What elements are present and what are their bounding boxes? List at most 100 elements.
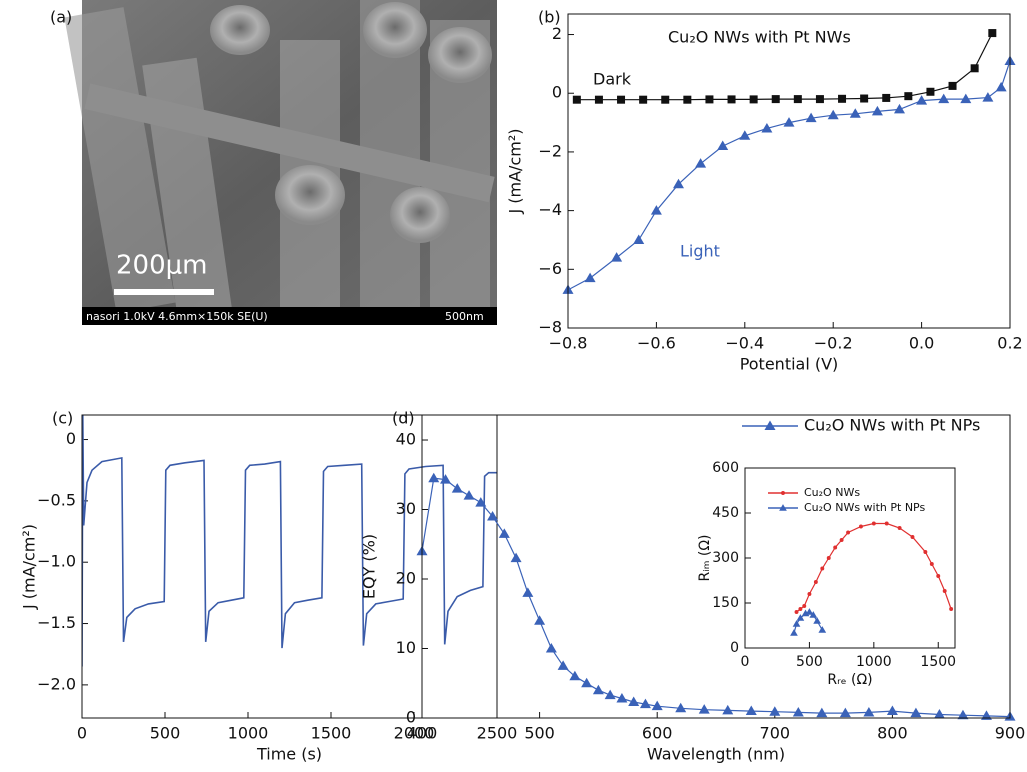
marker [650, 205, 662, 215]
marker [805, 112, 817, 123]
marker [923, 550, 928, 554]
x-tick-label: 900 [995, 724, 1026, 743]
marker [739, 130, 751, 140]
marker [569, 670, 581, 681]
y-tick-label: 0 [730, 640, 739, 656]
legend-label: Cu₂O NWs with Pt NPs [804, 416, 980, 435]
image-info: nasori 1.0kV 4.6mm×150k SE(U) [86, 310, 268, 323]
x-tick-label: 400 [407, 724, 438, 743]
sem-image [64, 0, 497, 325]
marker [604, 689, 616, 700]
marker [769, 706, 781, 716]
marker [995, 81, 1007, 92]
marker [683, 95, 692, 104]
x-tick-label: 700 [760, 724, 791, 743]
panel-label: (c) [52, 409, 73, 428]
marker [545, 643, 557, 653]
marker [910, 707, 922, 718]
marker [572, 95, 581, 104]
marker [839, 538, 844, 542]
marker [611, 252, 623, 262]
y-tick-label: 0 [552, 83, 562, 102]
marker [807, 592, 812, 596]
marker [798, 607, 803, 611]
x-tick-label: 0 [741, 654, 750, 670]
marker [557, 660, 569, 670]
x-tick-label: −0.6 [637, 334, 676, 353]
marker [813, 617, 821, 624]
marker [616, 693, 628, 703]
y-tick-label: −8 [538, 318, 562, 337]
marker [818, 626, 827, 633]
marker [904, 92, 913, 101]
marker [510, 552, 522, 563]
marker [897, 526, 902, 530]
marker [781, 491, 785, 495]
plot-frame [81, 414, 498, 719]
marker [581, 677, 593, 688]
marker [858, 524, 863, 529]
marker [846, 530, 851, 535]
x-tick-label: −0.4 [725, 334, 764, 353]
y-tick-label: 450 [712, 505, 739, 521]
marker [802, 604, 807, 608]
y-tick-label: 10 [396, 638, 416, 657]
marker [475, 497, 487, 507]
x-tick-label: 1500 [920, 654, 956, 670]
marker [633, 234, 645, 244]
marker [884, 521, 889, 526]
marker [838, 94, 847, 103]
x-tick-label: 2500 [477, 724, 518, 743]
marker [839, 707, 851, 718]
y-tick-label: −1.5 [37, 613, 76, 632]
y-tick-label: 20 [396, 569, 416, 588]
marker [815, 95, 824, 104]
scale-bar-label: 200μm [116, 251, 208, 281]
x-axis-label: Time (s) [256, 744, 322, 763]
y-tick-label: −4 [538, 200, 562, 219]
x-tick-label: 0.2 [997, 334, 1022, 353]
plot-frame [421, 414, 1011, 719]
legend-label: Cu₂O NWs [804, 486, 860, 499]
marker [771, 95, 780, 104]
marker [827, 109, 839, 120]
marker [926, 87, 935, 96]
legend-label: Dark [593, 70, 632, 89]
y-tick-label: −0.5 [37, 490, 76, 509]
x-tick-label: 1000 [856, 654, 892, 670]
marker [651, 700, 663, 711]
marker [639, 698, 651, 709]
marker [705, 95, 714, 104]
x-tick-label: 1000 [228, 724, 269, 743]
marker [871, 105, 883, 116]
marker [451, 483, 463, 493]
marker [487, 510, 499, 521]
marker [970, 64, 979, 73]
marker [820, 566, 825, 571]
x-axis-label: Potential (V) [740, 354, 839, 373]
series-line [82, 415, 497, 667]
marker [675, 702, 687, 713]
x-tick-label: 600 [642, 724, 673, 743]
series-line [568, 60, 1010, 291]
x-tick-label: −0.2 [814, 334, 853, 353]
x-tick-label: 1500 [311, 724, 352, 743]
y-tick-label: 2 [552, 24, 562, 43]
image-scale: 500nm [445, 310, 484, 323]
marker [722, 704, 734, 715]
plot-frame [567, 13, 1011, 329]
marker [584, 272, 596, 283]
marker [894, 103, 905, 114]
marker [440, 474, 452, 484]
y-tick-label: −2 [538, 141, 562, 160]
marker [938, 93, 950, 104]
marker [594, 95, 603, 104]
marker [745, 705, 757, 716]
marker [792, 620, 801, 627]
y-axis-label: J (mA/cm²) [20, 524, 39, 610]
x-tick-label: −0.8 [549, 334, 588, 353]
x-axis-label: Rᵣₑ (Ω) [827, 672, 872, 688]
marker [948, 81, 957, 90]
marker [592, 684, 604, 695]
y-tick-label: 40 [396, 430, 416, 449]
